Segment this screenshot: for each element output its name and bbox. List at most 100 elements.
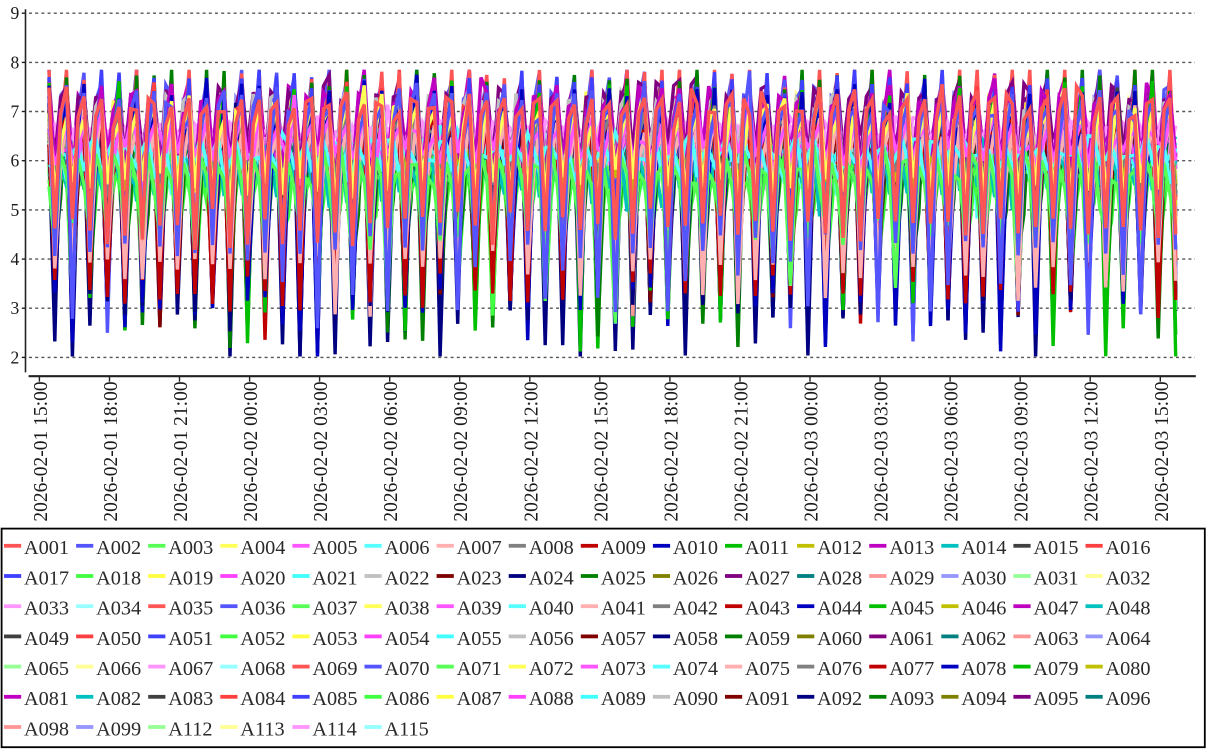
- svg-text:A016: A016: [1106, 537, 1151, 559]
- svg-text:A096: A096: [1106, 688, 1151, 710]
- svg-text:A095: A095: [1033, 688, 1078, 710]
- svg-text:4: 4: [11, 249, 20, 269]
- svg-text:A073: A073: [601, 658, 646, 680]
- svg-text:A034: A034: [96, 598, 141, 620]
- svg-text:A007: A007: [457, 537, 502, 559]
- svg-text:A060: A060: [817, 628, 862, 650]
- svg-text:2026-02-03 06:00: 2026-02-03 06:00: [942, 381, 963, 521]
- svg-text:A018: A018: [96, 567, 141, 589]
- svg-text:2026-02-02 03:00: 2026-02-02 03:00: [311, 381, 332, 521]
- svg-text:8: 8: [11, 52, 20, 72]
- svg-text:A039: A039: [457, 598, 502, 620]
- svg-text:A062: A062: [961, 628, 1006, 650]
- svg-text:A068: A068: [240, 658, 285, 680]
- svg-text:2026-02-02 15:00: 2026-02-02 15:00: [591, 381, 612, 521]
- svg-text:A036: A036: [240, 598, 285, 620]
- svg-text:A052: A052: [240, 628, 285, 650]
- svg-text:A058: A058: [673, 628, 718, 650]
- svg-text:A054: A054: [385, 628, 430, 650]
- svg-text:A079: A079: [1033, 658, 1078, 680]
- svg-text:A067: A067: [168, 658, 213, 680]
- svg-text:A010: A010: [673, 537, 718, 559]
- svg-text:A011: A011: [745, 537, 789, 559]
- svg-text:A053: A053: [312, 628, 357, 650]
- svg-text:A074: A074: [673, 658, 718, 680]
- svg-text:A055: A055: [457, 628, 502, 650]
- svg-text:A009: A009: [601, 537, 646, 559]
- svg-text:A028: A028: [817, 567, 862, 589]
- svg-text:A061: A061: [889, 628, 934, 650]
- svg-text:2026-02-02 21:00: 2026-02-02 21:00: [732, 381, 753, 521]
- svg-text:A070: A070: [385, 658, 430, 680]
- svg-text:A008: A008: [529, 537, 574, 559]
- svg-text:A013: A013: [889, 537, 934, 559]
- svg-text:A015: A015: [1033, 537, 1078, 559]
- svg-text:A087: A087: [457, 688, 502, 710]
- svg-text:A027: A027: [745, 567, 790, 589]
- svg-text:A090: A090: [673, 688, 718, 710]
- svg-text:A023: A023: [457, 567, 502, 589]
- svg-text:A001: A001: [24, 537, 69, 559]
- svg-text:2026-02-02 18:00: 2026-02-02 18:00: [661, 381, 682, 521]
- svg-text:A083: A083: [168, 688, 213, 710]
- svg-text:A033: A033: [24, 598, 69, 620]
- svg-text:A049: A049: [24, 628, 69, 650]
- svg-text:A047: A047: [1033, 598, 1078, 620]
- svg-text:A040: A040: [529, 598, 574, 620]
- svg-text:3: 3: [11, 298, 20, 318]
- svg-text:A075: A075: [745, 658, 790, 680]
- svg-text:A098: A098: [24, 718, 69, 740]
- svg-text:2026-02-01 18:00: 2026-02-01 18:00: [101, 381, 122, 521]
- svg-text:A024: A024: [529, 567, 574, 589]
- svg-text:A094: A094: [961, 688, 1006, 710]
- svg-text:A091: A091: [745, 688, 790, 710]
- svg-text:6: 6: [11, 151, 20, 171]
- svg-text:A085: A085: [312, 688, 357, 710]
- svg-text:A086: A086: [385, 688, 430, 710]
- svg-text:A005: A005: [312, 537, 357, 559]
- svg-text:2026-02-03 00:00: 2026-02-03 00:00: [802, 381, 823, 521]
- svg-text:A041: A041: [601, 598, 646, 620]
- svg-text:A003: A003: [168, 537, 213, 559]
- svg-text:A115: A115: [385, 718, 429, 740]
- svg-text:A080: A080: [1106, 658, 1151, 680]
- svg-text:A072: A072: [529, 658, 574, 680]
- svg-text:A029: A029: [889, 567, 934, 589]
- svg-text:A020: A020: [240, 567, 285, 589]
- svg-text:A077: A077: [889, 658, 934, 680]
- svg-text:A092: A092: [817, 688, 862, 710]
- svg-text:2026-02-02 00:00: 2026-02-02 00:00: [241, 381, 262, 521]
- svg-text:2026-02-02 06:00: 2026-02-02 06:00: [381, 381, 402, 521]
- svg-text:A088: A088: [529, 688, 574, 710]
- svg-text:A021: A021: [312, 567, 357, 589]
- svg-text:A004: A004: [240, 537, 285, 559]
- svg-text:A031: A031: [1033, 567, 1078, 589]
- svg-text:A081: A081: [24, 688, 69, 710]
- svg-text:2026-02-02 12:00: 2026-02-02 12:00: [521, 381, 542, 521]
- svg-text:A042: A042: [673, 598, 718, 620]
- svg-text:A006: A006: [385, 537, 430, 559]
- svg-text:A059: A059: [745, 628, 790, 650]
- svg-text:A038: A038: [385, 598, 430, 620]
- svg-text:7: 7: [11, 102, 20, 122]
- svg-text:2026-02-01 21:00: 2026-02-01 21:00: [171, 381, 192, 521]
- svg-text:A056: A056: [529, 628, 574, 650]
- svg-text:A071: A071: [457, 658, 502, 680]
- svg-text:A076: A076: [817, 658, 862, 680]
- svg-text:2026-02-03 09:00: 2026-02-03 09:00: [1012, 381, 1033, 521]
- svg-text:A017: A017: [24, 567, 69, 589]
- svg-text:2026-02-03 03:00: 2026-02-03 03:00: [872, 381, 893, 521]
- svg-text:A112: A112: [168, 718, 212, 740]
- svg-text:A113: A113: [240, 718, 284, 740]
- svg-text:A026: A026: [673, 567, 718, 589]
- svg-text:2026-02-03 15:00: 2026-02-03 15:00: [1152, 381, 1173, 521]
- svg-text:A043: A043: [745, 598, 790, 620]
- svg-text:9: 9: [11, 3, 20, 23]
- svg-text:A078: A078: [961, 658, 1006, 680]
- svg-text:2026-02-02 09:00: 2026-02-02 09:00: [451, 381, 472, 521]
- svg-text:A082: A082: [96, 688, 141, 710]
- svg-text:A025: A025: [601, 567, 646, 589]
- svg-text:2026-02-03 12:00: 2026-02-03 12:00: [1082, 381, 1103, 521]
- svg-text:2026-02-01 15:00: 2026-02-01 15:00: [31, 381, 52, 521]
- svg-text:A099: A099: [96, 718, 141, 740]
